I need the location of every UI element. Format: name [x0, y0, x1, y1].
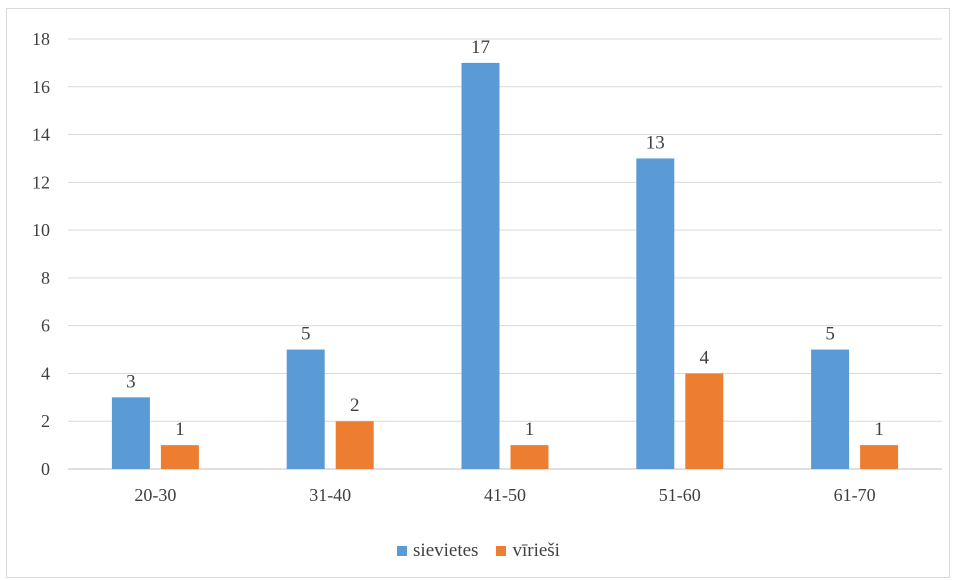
data-label-20-30-series-2: 1 [175, 419, 185, 440]
y-tick-label-0: 0 [41, 459, 50, 479]
bar-20-30-series-1 [111, 397, 150, 469]
data-label-61-70-series-1: 5 [825, 324, 835, 345]
bar-31-40-series-1 [286, 349, 325, 469]
y-tick-label-12: 12 [32, 172, 50, 192]
x-tick-label-61-70: 61-70 [834, 485, 876, 505]
x-tick-label-51-60: 51-60 [659, 485, 701, 505]
legend-swatch-series-2 [496, 546, 507, 556]
x-tick-label-31-40: 31-40 [309, 485, 351, 505]
bars [111, 62, 899, 470]
x-tick-label-20-30: 20-30 [134, 485, 176, 505]
y-axis-ticks: 0 2 4 6 8 10 12 14 16 18 [32, 29, 50, 479]
data-label-20-30-series-1: 3 [126, 371, 136, 392]
bar-20-30-series-2 [160, 445, 199, 469]
y-tick-label-6: 6 [41, 316, 50, 336]
bar-41-50-series-1 [461, 62, 500, 470]
legend: sievietes vīrieši [0, 540, 957, 562]
y-tick-label-18: 18 [32, 29, 50, 49]
data-label-61-70-series-2: 1 [874, 419, 884, 440]
bar-51-60-series-2 [685, 373, 724, 469]
data-labels: 3 1 5 2 17 1 13 4 5 1 [126, 37, 884, 440]
bar-61-70-series-1 [811, 349, 850, 469]
data-label-31-40-series-2: 2 [350, 395, 360, 416]
x-axis-ticks: 20-30 31-40 41-50 51-60 61-70 [134, 485, 875, 505]
data-label-31-40-series-1: 5 [301, 324, 311, 345]
gridlines [68, 38, 942, 470]
y-tick-label-16: 16 [32, 77, 50, 97]
bar-61-70-series-2 [860, 445, 899, 469]
data-label-41-50-series-1: 17 [471, 37, 490, 58]
legend-item-series-2: vīrieši [496, 540, 560, 562]
x-tick-label-41-50: 41-50 [484, 485, 526, 505]
bar-41-50-series-2 [510, 445, 549, 469]
data-label-51-60-series-2: 4 [700, 347, 710, 368]
legend-item-series-1: sievietes [397, 540, 478, 562]
legend-label-series-1: sievietes [413, 540, 479, 561]
y-tick-label-14: 14 [32, 125, 50, 145]
y-tick-label-4: 4 [41, 363, 50, 383]
y-tick-label-8: 8 [41, 268, 50, 288]
bar-31-40-series-2 [335, 421, 374, 469]
data-label-51-60-series-1: 13 [646, 132, 665, 153]
y-tick-label-2: 2 [41, 411, 50, 431]
legend-swatch-series-1 [397, 546, 408, 556]
y-tick-label-10: 10 [32, 220, 50, 240]
data-label-41-50-series-2: 1 [525, 419, 535, 440]
legend-label-series-2: vīrieši [512, 540, 560, 561]
bar-51-60-series-1 [636, 158, 675, 469]
